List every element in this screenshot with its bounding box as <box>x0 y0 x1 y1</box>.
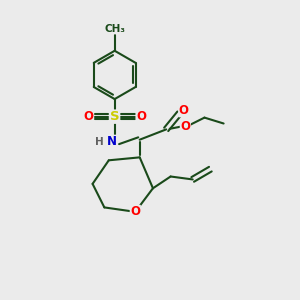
Text: O: O <box>83 110 93 123</box>
Text: S: S <box>110 110 119 123</box>
Text: O: O <box>136 110 146 123</box>
Text: O: O <box>180 120 190 133</box>
Text: O: O <box>179 104 189 117</box>
Text: N: N <box>107 135 117 148</box>
Text: CH₃: CH₃ <box>104 24 125 34</box>
Text: H: H <box>95 137 104 147</box>
Text: O: O <box>130 205 140 218</box>
